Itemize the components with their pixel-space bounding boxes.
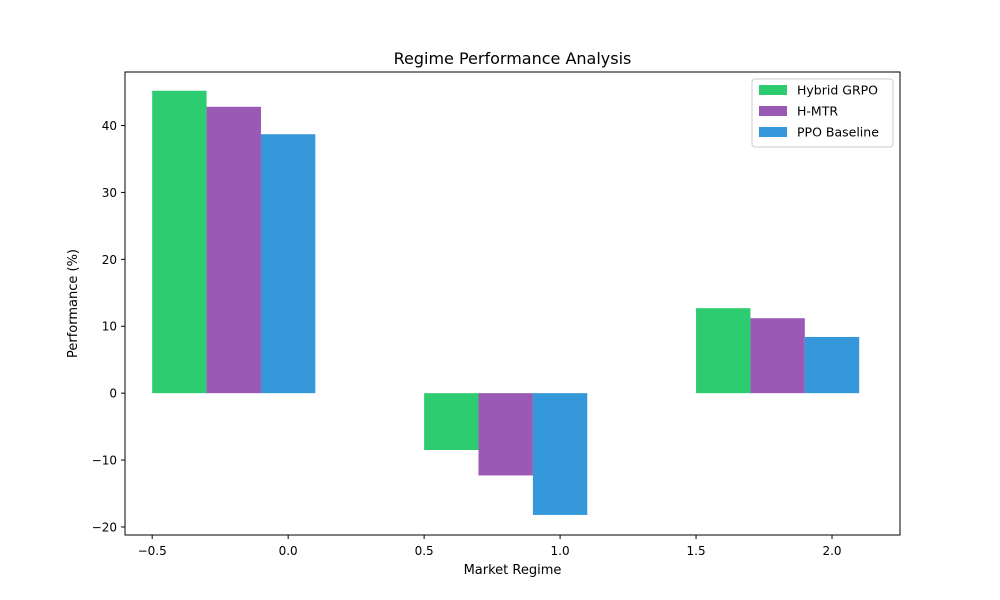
x-axis: −0.5 0.0 0.5 1.0 1.5 2.0: [138, 535, 842, 558]
bar-hybrid-grpo-1: [424, 393, 479, 451]
x-tick-label: 0.5: [415, 544, 434, 558]
y-tick-label: 40: [102, 119, 117, 133]
x-tick-label: 2.0: [822, 544, 841, 558]
y-axis-label: Performance (%): [66, 249, 81, 358]
bar-h-mtr-0: [206, 106, 261, 394]
bar-hybrid-grpo-0: [152, 90, 207, 394]
legend-swatch: [759, 85, 787, 95]
legend-label: H-MTR: [797, 104, 838, 119]
legend-label: Hybrid GRPO: [797, 83, 878, 98]
legend-label: PPO Baseline: [797, 125, 879, 140]
x-tick-label: 1.5: [687, 544, 706, 558]
y-tick-label: −10: [92, 454, 117, 468]
plot-frame: [124, 71, 901, 536]
chart-title: Regime Performance Analysis: [394, 49, 632, 68]
bar-hybrid-grpo-2: [696, 308, 751, 394]
legend-swatch: [759, 106, 787, 116]
y-tick-label: 0: [109, 387, 117, 401]
x-tick-label: 0.0: [279, 544, 298, 558]
x-tick-label: −0.5: [138, 544, 167, 558]
bar-ppo-baseline-1: [532, 393, 588, 515]
bar-ppo-baseline-2: [804, 336, 860, 394]
y-tick-label: 20: [102, 253, 117, 267]
legend-swatch: [759, 127, 787, 137]
y-axis: −20 −10 0 10 20 30 40: [92, 119, 125, 534]
x-tick-label: 1.0: [551, 544, 570, 558]
legend-frame: [751, 78, 894, 148]
bar-h-mtr-2: [750, 318, 805, 394]
y-tick-label: 10: [102, 320, 117, 334]
legend: Hybrid GRPO H-MTR PPO Baseline: [751, 78, 894, 148]
x-axis-label: Market Regime: [464, 563, 562, 578]
bars-layer: [152, 90, 860, 515]
y-tick-label: −20: [92, 520, 117, 534]
bar-ppo-baseline-0: [260, 134, 316, 394]
y-tick-label: 30: [102, 186, 117, 200]
bar-h-mtr-1: [478, 393, 533, 476]
